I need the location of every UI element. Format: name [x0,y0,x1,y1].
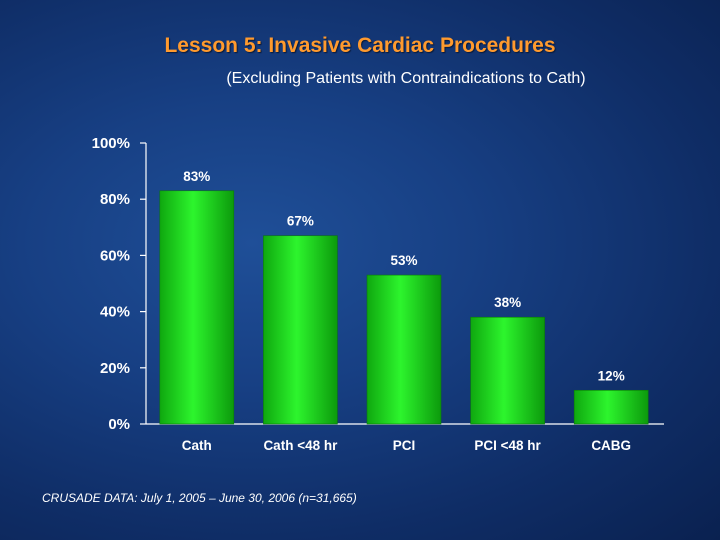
y-tick-label: 80% [100,191,130,208]
x-category-label: Cath <48 hr [263,438,338,453]
x-category-label: Cath [182,438,212,453]
bar-cath-48-hr [263,235,338,425]
footnote: CRUSADE DATA: July 1, 2005 – June 30, 20… [42,491,357,505]
x-category-label: PCI [393,438,416,453]
bar-value-label: 53% [390,253,417,268]
bar-value-label: 12% [598,368,625,383]
bar-pci [366,274,442,425]
bar-value-label: 83% [183,169,210,184]
y-tick-label: 0% [108,416,130,433]
bar-value-label: 38% [494,295,521,310]
bar-value-label: 67% [287,214,314,229]
y-tick-label: 40% [100,304,130,321]
bar-cath [159,190,235,425]
y-tick-label: 20% [100,360,130,377]
y-tick-label: 100% [92,135,130,152]
bar-pci-48-hr [470,316,545,425]
slide-title: Lesson 5: Invasive Cardiac Procedures [164,34,556,57]
y-tick-label: 60% [100,247,130,264]
x-category-label: CABG [591,438,631,453]
bar-cabg [573,389,649,425]
x-category-label: PCI <48 hr [474,438,541,453]
slide-subtitle: (Excluding Patients with Contraindicatio… [226,70,586,87]
